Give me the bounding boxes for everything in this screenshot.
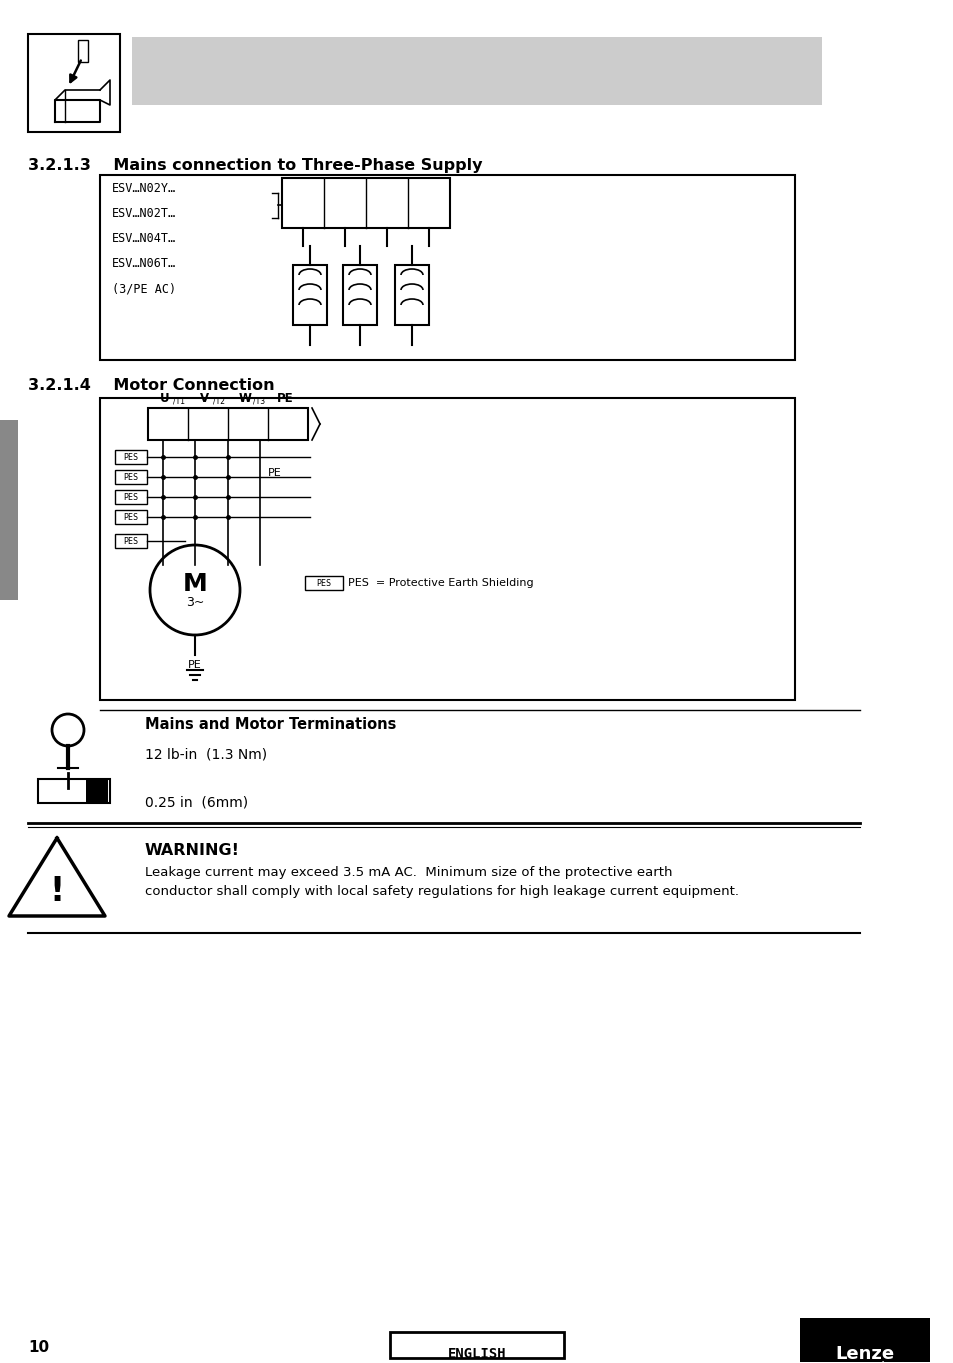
Text: PES: PES bbox=[123, 512, 138, 522]
Text: Lenze: Lenze bbox=[835, 1345, 894, 1363]
Text: PE: PE bbox=[268, 468, 281, 478]
Text: PE: PE bbox=[276, 393, 293, 405]
Text: ESV…N04T…: ESV…N04T… bbox=[112, 232, 176, 245]
Bar bbox=[100, 398, 794, 701]
Bar bbox=[282, 179, 450, 228]
Text: ESV…N02Y…: ESV…N02Y… bbox=[112, 183, 176, 195]
Bar bbox=[343, 264, 376, 324]
Bar bbox=[305, 577, 343, 590]
Bar bbox=[86, 780, 108, 801]
Bar bbox=[148, 408, 308, 440]
Bar bbox=[132, 37, 821, 105]
Text: ESV…N06T…: ESV…N06T… bbox=[112, 258, 176, 270]
Bar bbox=[0, 420, 18, 600]
Text: /T2: /T2 bbox=[213, 397, 225, 405]
Text: ENGLISH: ENGLISH bbox=[447, 1347, 506, 1362]
Bar bbox=[100, 174, 794, 360]
Text: WARNING!: WARNING! bbox=[145, 842, 240, 857]
Text: /T1: /T1 bbox=[172, 397, 185, 405]
Text: U: U bbox=[160, 393, 170, 405]
Circle shape bbox=[63, 788, 73, 797]
Bar bbox=[115, 491, 147, 504]
Bar bbox=[78, 40, 88, 61]
Text: !: ! bbox=[50, 875, 65, 908]
Bar bbox=[28, 34, 120, 132]
Text: Leakage current may exceed 3.5 mA AC.  Minimum size of the protective earth
cond: Leakage current may exceed 3.5 mA AC. Mi… bbox=[145, 866, 739, 898]
Text: PES: PES bbox=[123, 453, 138, 462]
Text: Mains and Motor Terminations: Mains and Motor Terminations bbox=[145, 717, 395, 732]
Bar bbox=[115, 450, 147, 463]
Polygon shape bbox=[9, 838, 105, 916]
Text: 0.25 in  (6mm): 0.25 in (6mm) bbox=[145, 795, 248, 810]
Text: PE: PE bbox=[188, 660, 202, 671]
Text: PES: PES bbox=[316, 578, 331, 587]
Bar bbox=[115, 510, 147, 523]
Text: PES: PES bbox=[123, 492, 138, 502]
Bar bbox=[115, 470, 147, 484]
Text: 3.2.1.4    Motor Connection: 3.2.1.4 Motor Connection bbox=[28, 378, 274, 393]
Text: M: M bbox=[182, 572, 207, 596]
Text: 12 lb-in  (1.3 Nm): 12 lb-in (1.3 Nm) bbox=[145, 748, 267, 762]
Text: 10: 10 bbox=[28, 1340, 49, 1355]
Text: /T3: /T3 bbox=[253, 397, 265, 405]
Bar bbox=[293, 264, 327, 324]
Text: W: W bbox=[238, 393, 252, 405]
Text: 3~: 3~ bbox=[186, 597, 204, 609]
Bar bbox=[395, 264, 429, 324]
Circle shape bbox=[150, 545, 240, 635]
Text: (3/PE AC): (3/PE AC) bbox=[112, 282, 176, 294]
Bar bbox=[390, 1332, 563, 1358]
Text: PES  = Protective Earth Shielding: PES = Protective Earth Shielding bbox=[348, 578, 533, 587]
Text: AC Tech: AC Tech bbox=[840, 1362, 889, 1363]
Text: PES: PES bbox=[123, 473, 138, 481]
Bar bbox=[115, 534, 147, 548]
Bar bbox=[38, 780, 110, 803]
Text: PES: PES bbox=[123, 537, 138, 545]
Text: V: V bbox=[200, 393, 210, 405]
Bar bbox=[800, 1318, 929, 1362]
Circle shape bbox=[52, 714, 84, 746]
Text: 3.2.1.3    Mains connection to Three-Phase Supply: 3.2.1.3 Mains connection to Three-Phase … bbox=[28, 158, 482, 173]
Text: ESV…N02T…: ESV…N02T… bbox=[112, 207, 176, 219]
